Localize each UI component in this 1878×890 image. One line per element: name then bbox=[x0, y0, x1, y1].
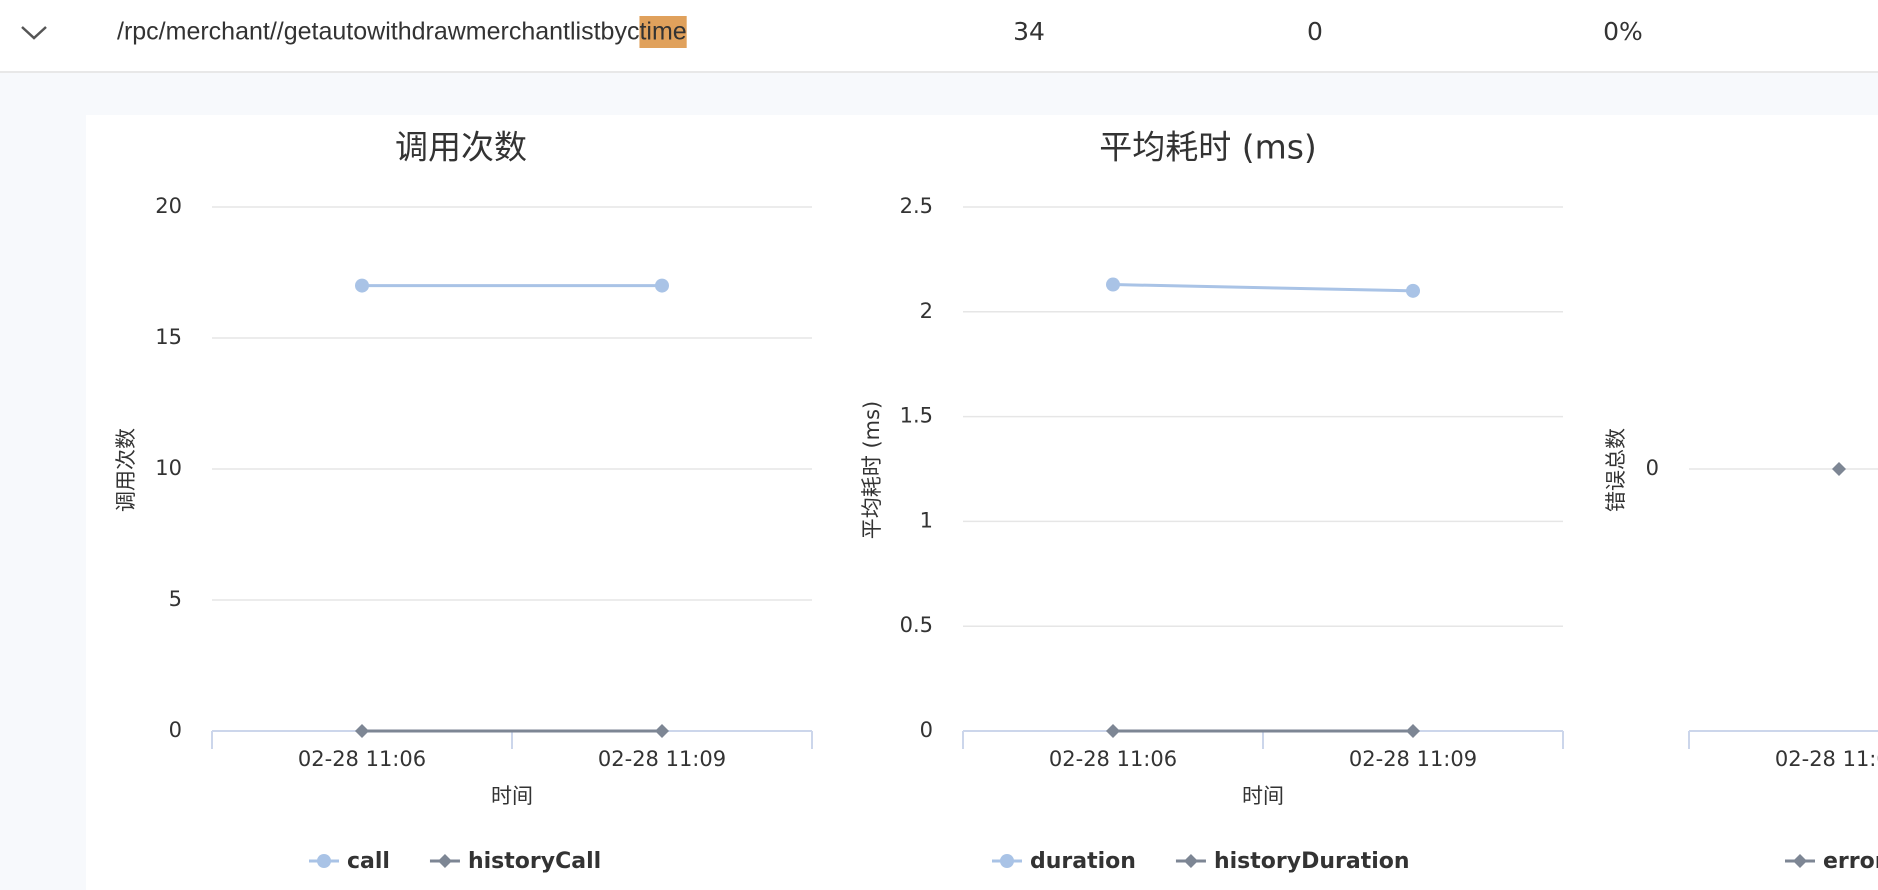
y-tick-label: 10 bbox=[155, 456, 182, 480]
data-point bbox=[1832, 462, 1846, 476]
legend-label[interactable]: call bbox=[347, 849, 390, 874]
data-point bbox=[355, 724, 369, 738]
y-tick-label: 2.5 bbox=[900, 194, 933, 218]
calls: 34 bbox=[1013, 17, 1045, 46]
legend-marker bbox=[1000, 854, 1014, 868]
y-tick-label: 15 bbox=[155, 325, 182, 349]
data-point bbox=[1106, 277, 1120, 292]
x-axis-label: 时间 bbox=[491, 784, 533, 808]
chart-title: 平均耗时 (ms) bbox=[1099, 128, 1317, 167]
rpc-path[interactable]: /rpc/merchant//getautowithdrawmerchantli… bbox=[117, 18, 639, 46]
legend-marker bbox=[437, 854, 452, 868]
data-point bbox=[355, 278, 369, 293]
error-rate: 0% bbox=[1603, 17, 1643, 46]
y-tick-label: 0 bbox=[1646, 456, 1659, 480]
legend-marker bbox=[1793, 854, 1807, 868]
y-tick-label: 20 bbox=[155, 194, 182, 218]
y-tick-label: 0 bbox=[169, 718, 182, 742]
x-tick-label: 02-28 11:06 bbox=[1775, 747, 1878, 771]
data-point bbox=[655, 724, 669, 738]
rpc-path-highlight: time bbox=[639, 18, 686, 46]
x-tick-label: 02-28 11:06 bbox=[298, 747, 426, 771]
chart-title: 调用次数 bbox=[395, 128, 527, 167]
y-tick-label: 0.5 bbox=[900, 613, 933, 637]
series-line bbox=[1112, 283, 1414, 293]
legend-marker bbox=[317, 854, 331, 868]
y-tick-label: 2 bbox=[920, 299, 933, 323]
chart-panel bbox=[86, 115, 1878, 890]
y-axis-label: 平均耗时 (ms) bbox=[860, 401, 884, 539]
legend-marker bbox=[1183, 854, 1198, 868]
x-tick-label: 02-28 11:06 bbox=[1049, 747, 1177, 771]
expand-chevron[interactable] bbox=[21, 26, 47, 40]
y-tick-label: 5 bbox=[169, 587, 182, 611]
legend-label[interactable]: duration bbox=[1030, 849, 1136, 874]
y-tick-label: 0 bbox=[920, 718, 933, 742]
y-tick-label: 1.5 bbox=[900, 404, 933, 428]
y-axis-label: 错误总数 bbox=[1604, 428, 1628, 512]
x-tick-label: 02-28 11:09 bbox=[598, 747, 726, 771]
legend-label[interactable]: error bbox=[1823, 849, 1878, 874]
data-point bbox=[1106, 724, 1120, 738]
errors: 0 bbox=[1307, 17, 1323, 46]
y-tick-label: 1 bbox=[920, 508, 933, 532]
data-point bbox=[655, 278, 669, 293]
legend-label[interactable]: historyDuration bbox=[1214, 849, 1410, 874]
highlight-bg bbox=[639, 16, 687, 48]
data-point bbox=[1406, 283, 1420, 298]
row-bg bbox=[0, 0, 1878, 72]
x-axis-label: 时间 bbox=[1242, 784, 1284, 808]
x-tick-label: 02-28 11:09 bbox=[1349, 747, 1477, 771]
data-point bbox=[1406, 724, 1420, 738]
legend-label[interactable]: historyCall bbox=[468, 849, 601, 874]
y-axis-label: 调用次数 bbox=[114, 428, 138, 512]
